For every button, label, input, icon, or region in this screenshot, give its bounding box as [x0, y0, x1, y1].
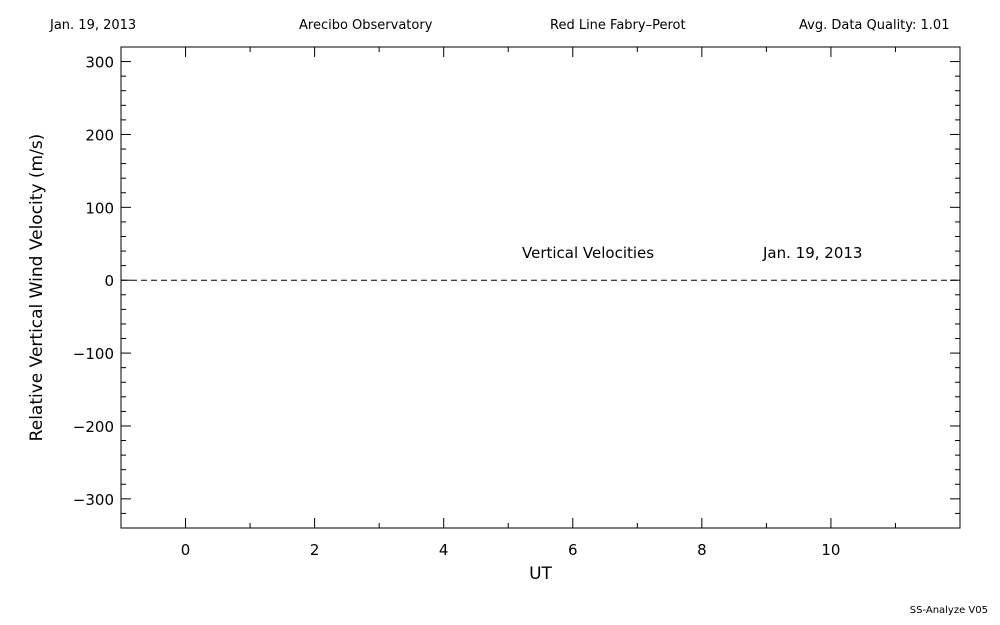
- y-tick-label: −100: [73, 345, 114, 363]
- y-tick-label: 0: [104, 272, 114, 290]
- annotation-date: Jan. 19, 2013: [762, 244, 862, 262]
- y-tick-label: −300: [73, 491, 114, 509]
- header-site: Arecibo Observatory: [299, 18, 433, 33]
- x-tick-label: 6: [568, 541, 578, 559]
- tick-labels-group: 0 2 4 6 8 10 300 200 100 0 −100 −200 −300: [73, 54, 841, 559]
- x-tick-label: 2: [310, 541, 320, 559]
- header-date: Jan. 19, 2013: [50, 18, 137, 33]
- y-tick-label: −200: [73, 418, 114, 436]
- y-tick-label: 200: [85, 126, 114, 144]
- plot-frame: [120, 46, 961, 529]
- y-axis-label: Relative Vertical Wind Velocity (m/s): [27, 134, 47, 442]
- header-quality: Avg. Data Quality: 1.01: [799, 18, 950, 33]
- x-tick-label: 10: [821, 541, 840, 559]
- x-axis-label: UT: [529, 564, 552, 584]
- x-tick-label: 4: [439, 541, 449, 559]
- annotation-vertical-velocities: Vertical Velocities: [522, 244, 654, 262]
- tick-marks-group: [120, 46, 960, 529]
- x-tick-label: 8: [697, 541, 707, 559]
- software-version-label: SS-Analyze V05: [909, 605, 988, 616]
- header-instrument: Red Line Fabry–Perot: [550, 18, 686, 33]
- x-tick-label: 0: [181, 541, 191, 559]
- y-tick-label: 300: [85, 54, 114, 72]
- y-tick-label: 100: [85, 199, 114, 217]
